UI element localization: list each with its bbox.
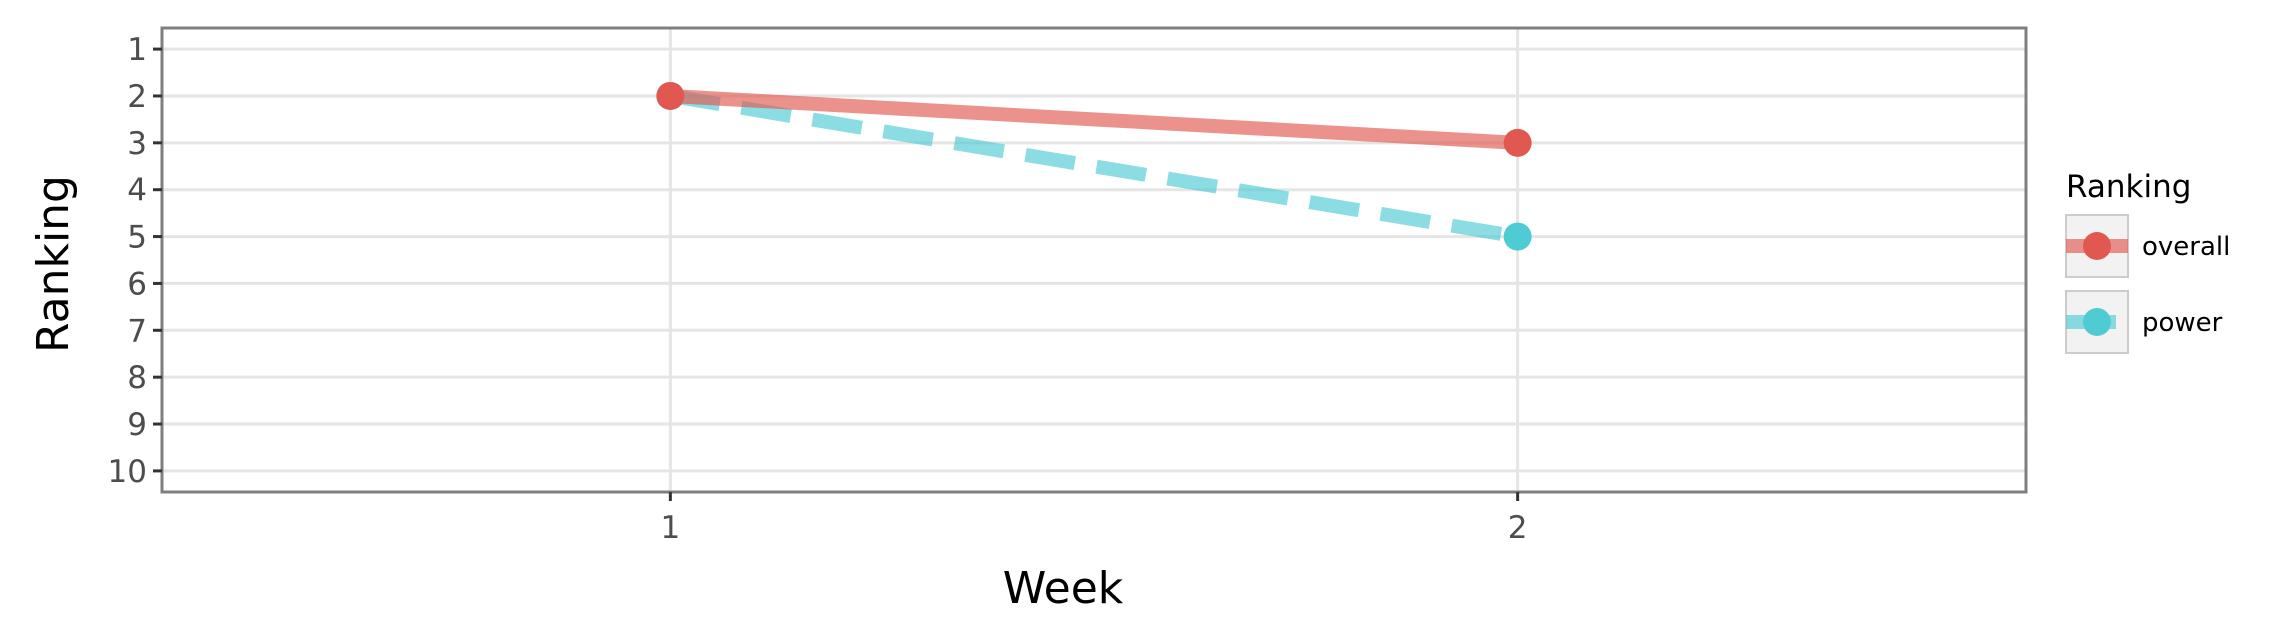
data-point-overall [656, 81, 685, 110]
y-tick-label: 3 [127, 126, 147, 162]
legend-label-overall: overall [2142, 232, 2230, 262]
y-tick-label: 5 [127, 220, 147, 256]
plot-panel-border [160, 26, 2028, 494]
data-point-overall [1503, 128, 1532, 157]
legend-title: Ranking [2066, 169, 2191, 205]
grid [162, 28, 2026, 492]
y-tick-label: 1 [127, 32, 147, 68]
x-tick-label: 2 [1508, 510, 1528, 546]
y-axis-title: Ranking [28, 175, 79, 353]
y-tick-label: 2 [127, 79, 147, 115]
series-line-overall [669, 88, 1519, 150]
legend-key-point [2083, 308, 2111, 336]
legend-key-point [2083, 232, 2111, 260]
data-point-power [1503, 222, 1532, 251]
x-axis-title: Week [1003, 563, 1124, 614]
legend-label-power: power [2142, 308, 2223, 338]
y-tick-label: 8 [127, 360, 147, 396]
legend: Ranking overall power [2065, 169, 2230, 354]
y-tick-label: 9 [127, 407, 147, 443]
plot-series [656, 81, 1532, 251]
y-tick-label: 6 [127, 266, 147, 302]
y-tick-label: 7 [127, 313, 147, 349]
x-tick-label: 1 [660, 510, 680, 546]
y-tick-label: 4 [127, 173, 147, 209]
y-axis: 1 2 3 4 5 6 7 8 9 10 [108, 32, 162, 490]
y-tick-label: 10 [108, 454, 147, 490]
